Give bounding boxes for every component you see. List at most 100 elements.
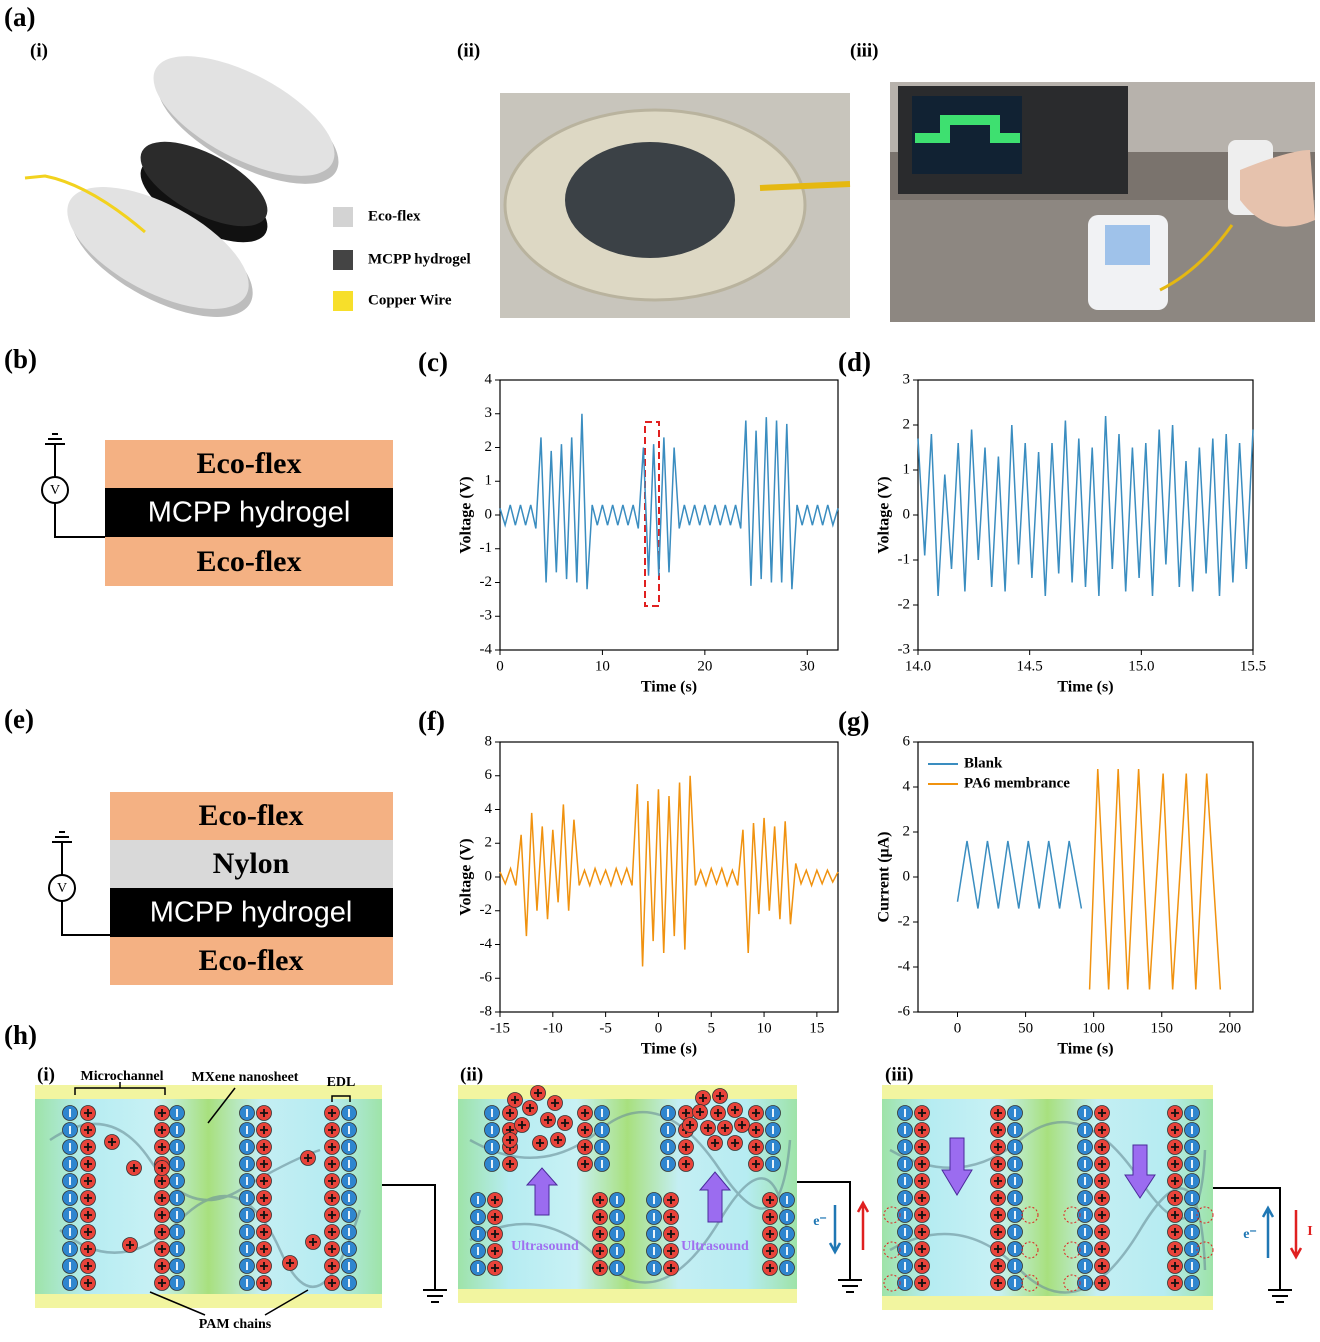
charge-sign	[328, 1245, 336, 1253]
charge-sign	[158, 1143, 166, 1151]
charge-sign	[1098, 1126, 1106, 1134]
sub-label: (ii)	[457, 40, 480, 61]
charge-sign	[752, 1143, 760, 1151]
charge-sign	[994, 1228, 1002, 1236]
charge-sign	[286, 1259, 294, 1267]
zoom-box	[644, 421, 660, 607]
charge-sign	[491, 1196, 499, 1204]
panel-label: (h)	[4, 1020, 37, 1050]
data-line	[956, 840, 1083, 909]
y-tick-label: -4	[898, 958, 911, 974]
charge-sign	[544, 1116, 552, 1124]
charge-sign	[1171, 1160, 1179, 1168]
charge-sign	[596, 1264, 604, 1272]
y-tick-label: -6	[480, 970, 493, 986]
hydrogel	[140, 141, 268, 227]
charge-sign	[84, 1245, 92, 1253]
charge-sign	[561, 1119, 569, 1127]
y-tick-label: 2	[485, 835, 493, 851]
charge-sign	[696, 1108, 704, 1116]
charge-sign	[1098, 1211, 1106, 1219]
legend-label: Copper Wire	[368, 292, 452, 308]
charge-sign	[704, 1124, 712, 1132]
charge-sign	[309, 1238, 317, 1246]
eco-flex-disc	[67, 187, 249, 309]
legend-label: Blank	[964, 755, 1003, 771]
y-tick-label: 0	[485, 506, 493, 522]
circuit-wire	[797, 1181, 851, 1280]
vacancy	[1021, 1206, 1039, 1224]
x-tick-label: 14.5	[1017, 658, 1043, 674]
x-tick-label: 14.0	[905, 658, 931, 674]
sub-label: (iii)	[885, 1064, 914, 1085]
charge-sign	[994, 1177, 1002, 1185]
annotation: Ultrasound	[511, 1239, 579, 1254]
charge-sign	[84, 1126, 92, 1134]
sub-label: (ii)	[460, 1064, 483, 1085]
chart: 0 50 100 150 200 -6 -4 -2 0 2 4 6 Time (s) Current (μ…	[876, 733, 1254, 1058]
photo-setup	[890, 82, 1315, 322]
vacancy	[883, 1241, 901, 1259]
device-screen	[1105, 225, 1150, 265]
y-axis-label: Voltage (V)	[876, 476, 893, 553]
charge-sign	[108, 1138, 116, 1146]
charge-sign	[596, 1213, 604, 1221]
y-tick-label: 0	[903, 868, 911, 884]
y-tick-label: -2	[480, 902, 493, 918]
circuit-wire	[382, 1184, 436, 1290]
charge-sign	[84, 1262, 92, 1270]
charge-sign	[1171, 1279, 1179, 1287]
x-tick-label: 50	[1018, 1020, 1033, 1036]
y-tick-label: 4	[903, 778, 911, 794]
x-axis-label: Time (s)	[1057, 1041, 1113, 1058]
legend-swatch	[333, 207, 353, 227]
electron-label: e⁻	[813, 1214, 827, 1229]
charge-sign	[918, 1262, 926, 1270]
charge-sign	[158, 1211, 166, 1219]
charge-sign	[260, 1177, 268, 1185]
layer-label: MCPP hydrogel	[150, 897, 353, 929]
vacancy	[1021, 1241, 1039, 1259]
charge-sign	[158, 1262, 166, 1270]
circuit-wire	[54, 444, 105, 538]
charge-sign	[994, 1211, 1002, 1219]
device-illustration	[24, 56, 353, 317]
y-axis-label: Current (μA)	[876, 832, 893, 923]
panel-label: (b)	[4, 344, 37, 374]
panel-label: (f)	[418, 706, 445, 736]
y-tick-label: 2	[903, 823, 911, 839]
vacancy	[1063, 1274, 1081, 1292]
charge-sign	[682, 1143, 690, 1151]
charge-sign	[766, 1264, 774, 1272]
legend-label: PA6 membrance	[964, 775, 1070, 791]
charge-sign	[752, 1109, 760, 1117]
y-tick-label: 3	[485, 405, 493, 421]
charge-sign	[1098, 1177, 1106, 1185]
x-tick-label: 15	[809, 1020, 824, 1036]
data-line	[499, 775, 839, 967]
charge-sign	[1098, 1228, 1106, 1236]
eco-strip	[35, 1294, 382, 1308]
charge-sign	[581, 1143, 589, 1151]
eco-strip	[882, 1296, 1213, 1310]
charge-sign	[551, 1099, 559, 1107]
chart: 14.0 14.5 15.0 15.5 -3 -2 -1 0 1 2 3 Time (s) Voltag…	[876, 371, 1266, 695]
charge-sign	[766, 1230, 774, 1238]
y-tick-label: 2	[485, 439, 493, 455]
charge-sign	[711, 1139, 719, 1147]
copper-wire	[24, 174, 146, 234]
charge-sign	[260, 1262, 268, 1270]
charge-sign	[994, 1279, 1002, 1287]
legend-swatch	[333, 291, 353, 311]
chart: 0 10 20 30 -4 -3 -2 -1 0 1 2 3 4 Time (s) Voltage (V)	[458, 371, 839, 696]
charge-sign	[536, 1139, 544, 1147]
hydrogel-photo	[565, 142, 735, 258]
charge-sign	[84, 1160, 92, 1168]
y-tick-label: 1	[903, 461, 911, 477]
y-axis-label: Voltage (V)	[458, 838, 475, 915]
x-axis-label: Time (s)	[641, 1041, 697, 1058]
charge-sign	[918, 1177, 926, 1185]
charge-sign	[1171, 1211, 1179, 1219]
charge-sign	[766, 1247, 774, 1255]
y-axis-label: Voltage (V)	[458, 476, 475, 553]
